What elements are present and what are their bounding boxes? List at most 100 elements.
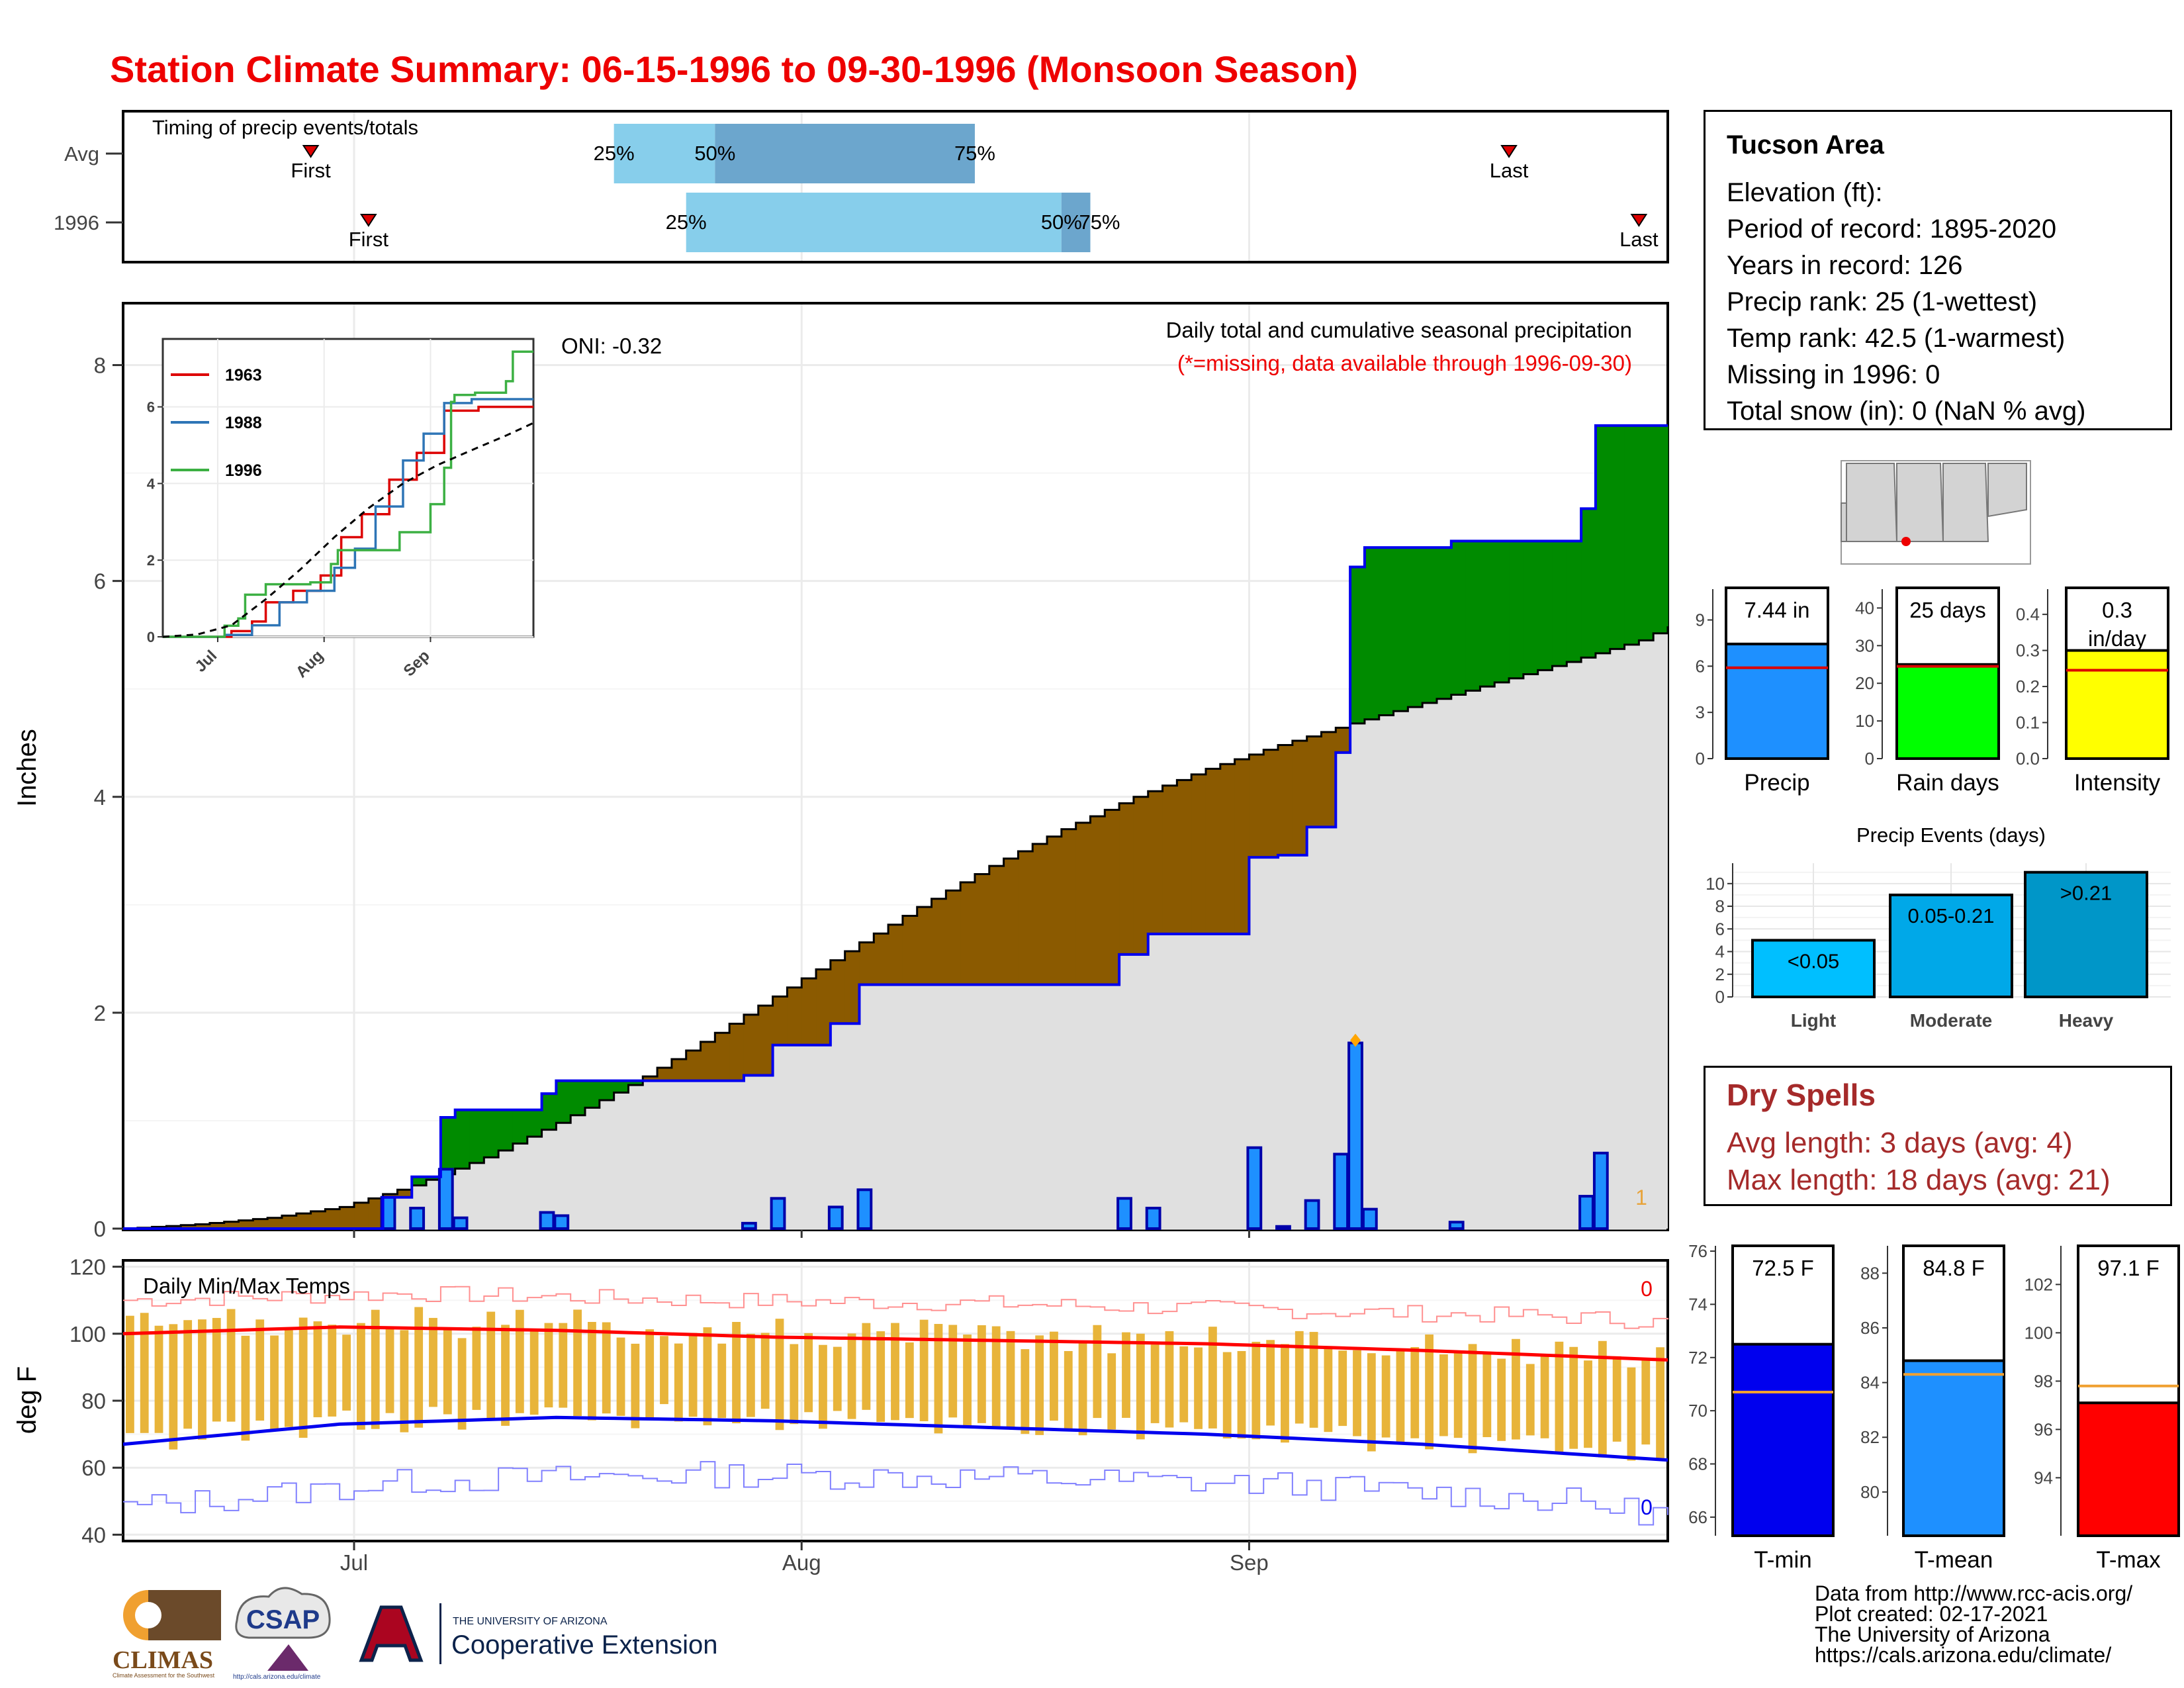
location-map (1841, 460, 2031, 565)
station-name: Tucson Area (1727, 130, 1884, 160)
daily-temp-bar (1410, 1346, 1420, 1438)
below-normal-fill (844, 951, 860, 1024)
intensity-summary-bar: 0.0 0.1 0.2 0.3 0.4 0.3 in/day Intensity (2016, 586, 2169, 796)
daily-temp-bar (212, 1317, 221, 1422)
side-tick-label: 9 (1696, 610, 1705, 630)
temp-y-tick-label: 100 (69, 1322, 106, 1346)
below-normal-fill (671, 1058, 687, 1081)
daily-temp-bar (515, 1309, 524, 1413)
p50-label: 50% (1041, 211, 1082, 234)
precip-events-chart: 0 24 6 810 <0.05 Light 0.05-0.21 Moderate >0.21 H… (1706, 863, 2171, 1031)
daily-temp-bar (1266, 1340, 1275, 1426)
below-normal-fill (1061, 829, 1077, 985)
precip-events-title: Precip Events (days) (1856, 823, 2046, 847)
missing-count: 1 (1635, 1186, 1647, 1209)
first-label: First (291, 159, 331, 182)
daily-precip-bar (1347, 1041, 1363, 1230)
daily-temp-bar (948, 1325, 958, 1418)
below-normal-fill (686, 1050, 702, 1081)
above-normal-fill (484, 1109, 499, 1158)
above-normal-fill (1465, 541, 1481, 691)
below-normal-fill (1177, 780, 1192, 934)
daily-temp-bar (804, 1333, 813, 1413)
temp-y-tick-label: 40 (81, 1523, 106, 1547)
daily-temp-bar (717, 1343, 727, 1419)
quartile-bar-high (715, 124, 975, 183)
above-normal-fill (1379, 547, 1394, 716)
inset-y-tick-label: 4 (147, 475, 156, 492)
daily-precip-bar (1333, 1152, 1349, 1230)
daily-temp-bar (1468, 1344, 1477, 1454)
inset-y-tick-label: 0 (147, 629, 155, 645)
tmax-missing: 0 (1641, 1277, 1653, 1301)
inset-legend-label: 1963 (225, 366, 262, 385)
events-bar (1889, 893, 2013, 999)
daily-temp-bar (313, 1321, 322, 1417)
daily-temp-bar (486, 1311, 496, 1421)
events-bar-label: 0.05-0.21 (1908, 904, 1995, 927)
info-snow: Total snow (in): 0 (NaN % avg) (1727, 397, 2086, 426)
daily-precip-bar (1361, 1207, 1378, 1231)
precip-chart: 0 2 4 6 8 (94, 305, 1669, 1241)
daily-temp-bar (934, 1324, 943, 1434)
side-tick-label: 10 (1855, 711, 1874, 731)
daily-temp-bar (891, 1323, 899, 1421)
daily-temp-bar (631, 1343, 640, 1429)
daily-temp-bar (919, 1319, 929, 1422)
daily-temp-bar (169, 1324, 178, 1450)
daily-temp-bar (1035, 1335, 1044, 1435)
daily-precip-bar (539, 1211, 555, 1230)
inset-normal-line (162, 422, 534, 638)
above-normal-fill (498, 1109, 514, 1150)
csap-text: CSAP (246, 1605, 320, 1634)
daily-temp-bar (529, 1331, 539, 1415)
record-tmin-line (123, 1461, 1668, 1526)
below-normal-fill (772, 996, 788, 1045)
below-normal-fill (917, 907, 933, 985)
above-normal-fill (556, 1080, 571, 1123)
below-normal-fill (758, 1006, 774, 1076)
temp-ylabel: deg F (13, 1366, 42, 1434)
above-normal-fill (1552, 541, 1567, 667)
climas-subtext: Climate Assessment for the Southwest (113, 1672, 215, 1679)
daily-temp-bar (602, 1322, 611, 1414)
below-normal-fill (1321, 731, 1336, 827)
above-normal-fill (628, 1080, 643, 1086)
credit-date: Plot created: 02-17-2021 (1815, 1602, 2048, 1626)
inset-chart: 0 2 4 6 Jul Aug Sep 1963 1988 1996 (147, 338, 535, 681)
y-tick-label: 6 (94, 569, 106, 594)
tmax-summary-bar: 94 96 98 100 102 97.1 F T-max (2025, 1244, 2180, 1573)
temp-x-tick-label: Jul (340, 1550, 368, 1575)
above-normal-fill (1393, 547, 1408, 712)
precip-ylabel: Inches (13, 729, 42, 807)
side-tick-label: 68 (1688, 1454, 1707, 1474)
station-info-box: Tucson Area Elevation (ft): Period of re… (1704, 110, 2172, 430)
daily-temp-bar (1237, 1350, 1246, 1439)
below-normal-fill (946, 890, 961, 985)
above-normal-fill (1364, 547, 1380, 720)
below-normal-fill (729, 1023, 745, 1081)
daily-temp-bar (1555, 1341, 1564, 1453)
below-normal-fill (801, 978, 817, 1045)
side-tick-label: 0 (1865, 749, 1874, 769)
daily-temp-bar (284, 1330, 293, 1427)
daily-precip-bar (856, 1188, 873, 1231)
side-tick-label: 0.2 (2016, 677, 2040, 696)
events-bar-label: <0.05 (1788, 949, 1839, 972)
temp-title: Daily Min/Max Temps (143, 1274, 350, 1298)
daily-temp-bar (991, 1326, 1001, 1427)
daily-temp-bar (819, 1344, 827, 1429)
daily-temp-bar (544, 1323, 553, 1408)
side-value-text: 7.44 in (1744, 598, 1809, 622)
above-normal-fill (426, 1176, 441, 1180)
tmin-summary-bar: 66 68 70 72 74 76 72.5 F T-min (1688, 1241, 1835, 1573)
above-normal-fill (1480, 541, 1495, 687)
above-normal-fill (1624, 425, 1639, 645)
daily-temp-bar (1569, 1346, 1578, 1449)
below-normal-fill (902, 915, 918, 985)
daily-temp-bar (703, 1327, 712, 1426)
side-value-text: 72.5 F (1752, 1256, 1814, 1280)
daily-precip-bar (437, 1168, 454, 1230)
below-normal-fill (1047, 836, 1062, 985)
